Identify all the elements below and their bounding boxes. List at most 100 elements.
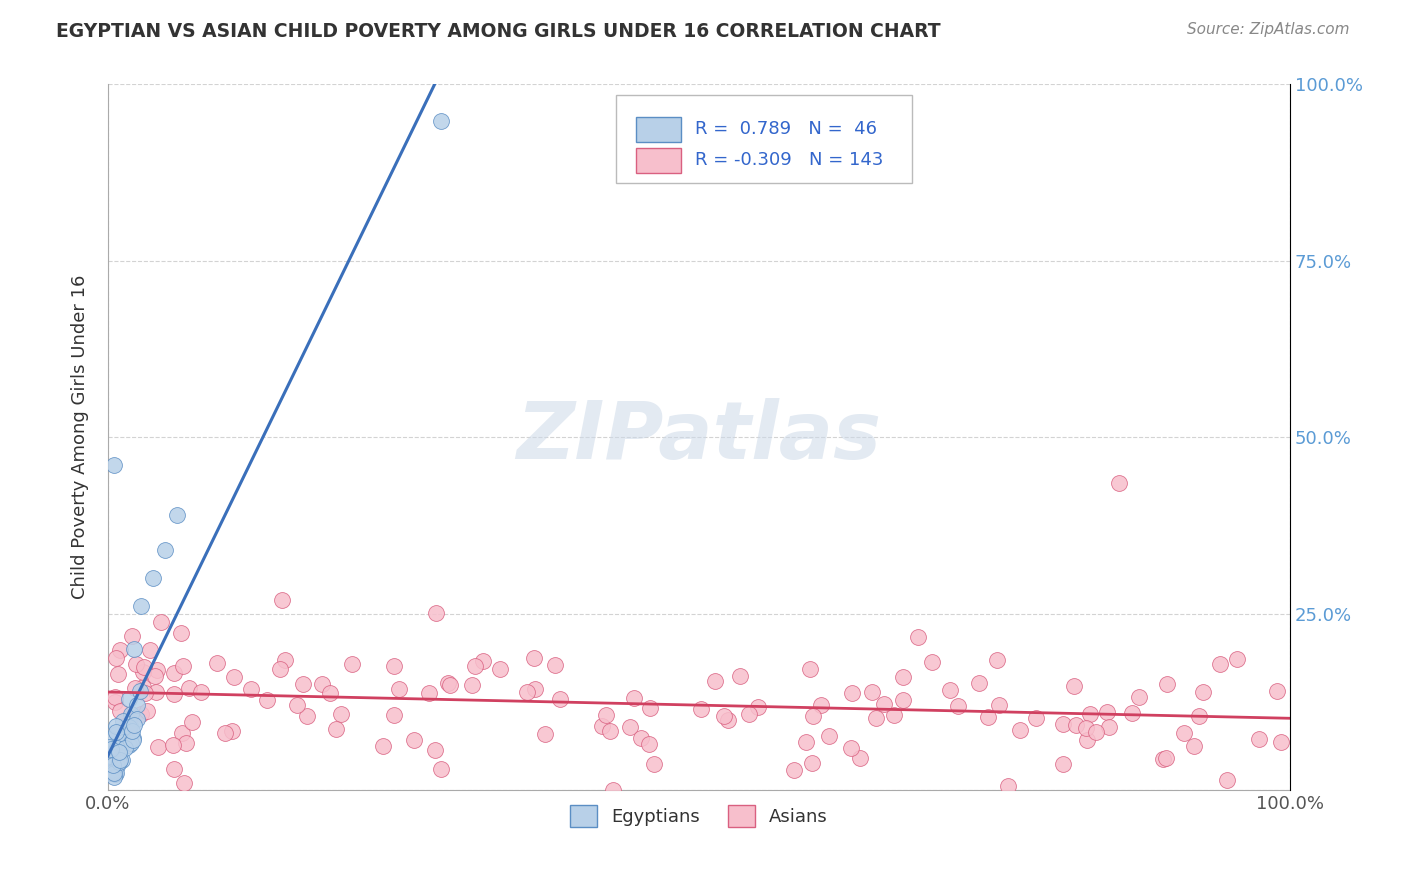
Point bbox=[1098, 720, 1121, 734]
Point bbox=[170, 626, 193, 640]
Point bbox=[112, 735, 135, 749]
Point bbox=[172, 659, 194, 673]
Point bbox=[602, 783, 624, 797]
Point bbox=[125, 657, 148, 672]
Point bbox=[747, 700, 769, 714]
Point bbox=[205, 656, 228, 670]
Point bbox=[107, 667, 129, 681]
Point bbox=[179, 681, 201, 696]
Point bbox=[1063, 679, 1085, 693]
Point bbox=[429, 762, 451, 776]
Point bbox=[111, 714, 134, 728]
Point bbox=[738, 707, 761, 722]
Point bbox=[139, 643, 162, 657]
Point bbox=[623, 690, 645, 705]
Point bbox=[703, 673, 725, 688]
Point bbox=[988, 698, 1011, 712]
Point bbox=[437, 675, 460, 690]
Point bbox=[967, 676, 990, 690]
Point bbox=[1265, 684, 1288, 698]
Point bbox=[402, 733, 425, 747]
Point bbox=[134, 686, 156, 700]
Point bbox=[98, 749, 121, 764]
Point bbox=[1078, 707, 1101, 722]
Text: EGYPTIAN VS ASIAN CHILD POVERTY AMONG GIRLS UNDER 16 CORRELATION CHART: EGYPTIAN VS ASIAN CHILD POVERTY AMONG GI… bbox=[56, 22, 941, 41]
Point bbox=[690, 702, 713, 716]
Point bbox=[135, 704, 157, 718]
Point bbox=[108, 753, 131, 767]
Text: ZIPatlas: ZIPatlas bbox=[516, 398, 882, 476]
Point bbox=[172, 726, 194, 740]
Point bbox=[103, 458, 125, 473]
FancyBboxPatch shape bbox=[616, 95, 911, 183]
Point bbox=[142, 571, 165, 585]
Point bbox=[1215, 773, 1237, 788]
Point bbox=[104, 719, 127, 733]
Point bbox=[382, 659, 405, 673]
Point bbox=[849, 751, 872, 765]
Point bbox=[146, 664, 169, 678]
Point bbox=[166, 508, 188, 522]
Point bbox=[1182, 739, 1205, 753]
Point bbox=[817, 729, 839, 743]
Point bbox=[1052, 716, 1074, 731]
Point bbox=[145, 685, 167, 699]
Point bbox=[117, 692, 139, 706]
Point bbox=[1247, 732, 1270, 747]
Point bbox=[713, 709, 735, 723]
Point bbox=[1270, 735, 1292, 749]
Point bbox=[1074, 721, 1097, 735]
Point bbox=[104, 767, 127, 781]
Point bbox=[104, 695, 127, 709]
Point bbox=[1187, 709, 1209, 723]
Point bbox=[340, 657, 363, 672]
Point bbox=[460, 678, 482, 692]
Point bbox=[319, 686, 342, 700]
Point bbox=[638, 700, 661, 714]
Point bbox=[120, 707, 142, 722]
Point bbox=[794, 735, 817, 749]
Point bbox=[1156, 677, 1178, 691]
Point bbox=[799, 662, 821, 676]
Point bbox=[118, 719, 141, 733]
Point bbox=[841, 686, 863, 700]
Point bbox=[110, 704, 132, 718]
Point bbox=[1156, 751, 1178, 765]
Point bbox=[105, 725, 128, 739]
Point bbox=[330, 707, 353, 722]
Point bbox=[190, 684, 212, 698]
Point bbox=[1052, 756, 1074, 771]
Text: R =  0.789   N =  46: R = 0.789 N = 46 bbox=[696, 120, 877, 138]
Point bbox=[630, 731, 652, 745]
Point bbox=[127, 712, 149, 726]
Point bbox=[270, 593, 292, 607]
Point bbox=[1128, 690, 1150, 704]
Point bbox=[153, 543, 176, 558]
Point bbox=[107, 755, 129, 769]
Point bbox=[595, 708, 617, 723]
Point bbox=[488, 661, 510, 675]
Point bbox=[865, 711, 887, 725]
Point bbox=[122, 731, 145, 746]
Point bbox=[104, 690, 127, 705]
Point bbox=[1064, 718, 1087, 732]
Point bbox=[1152, 752, 1174, 766]
FancyBboxPatch shape bbox=[637, 117, 682, 142]
Point bbox=[122, 732, 145, 747]
Point bbox=[891, 670, 914, 684]
Point bbox=[98, 731, 121, 746]
Point bbox=[105, 651, 128, 665]
Point bbox=[591, 719, 613, 733]
Point bbox=[801, 709, 824, 723]
Point bbox=[382, 708, 405, 723]
Point bbox=[997, 780, 1019, 794]
Point bbox=[105, 759, 128, 773]
Point bbox=[418, 686, 440, 700]
Point bbox=[388, 681, 411, 696]
Point bbox=[97, 739, 120, 754]
Point bbox=[471, 654, 494, 668]
Point bbox=[599, 723, 621, 738]
Point bbox=[117, 738, 139, 752]
Point bbox=[1084, 725, 1107, 739]
Point bbox=[425, 607, 447, 621]
